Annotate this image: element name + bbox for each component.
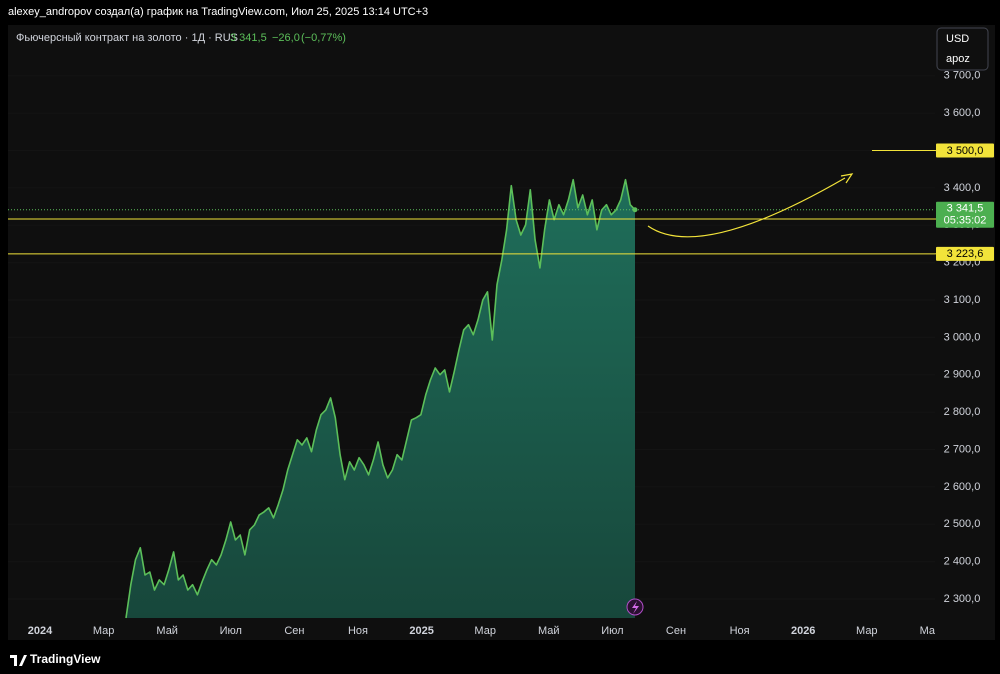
x-tick-label: Мар [474,625,496,637]
x-tick-label: 2025 [409,625,433,637]
y-tick-label: 2 900,0 [944,369,981,381]
price-line [125,178,636,619]
y-tick-label: 3 400,0 [944,182,981,194]
x-tick-label: Сен [666,625,686,637]
y-tick-label: 2 400,0 [944,555,981,567]
y-tick-label: 2 300,0 [944,593,981,605]
x-tick-label: Сен [284,625,304,637]
change-pct: (−0,77%) [301,32,346,44]
level-label-box [936,143,994,158]
x-tick-label: Мар [856,625,878,637]
x-tick-label: 2026 [791,625,815,637]
y-tick-label: 2 500,0 [944,518,981,530]
plot: 2024 Мар Май Июл Сен Ноя 2025 Мар Май Июл Сен Ноя 20… [8,75,942,637]
x-tick-label: Июл [220,625,242,637]
change: −26,0 [272,32,300,44]
currency-box[interactable] [936,27,989,71]
header: alexey_andropov создал(а) график на Trad… [8,6,428,18]
y-tick-label: 3 100,0 [944,294,981,306]
level-label-box [936,246,994,261]
x-tick-label: Май [538,625,560,637]
currency: USD [946,33,969,45]
level-label: 3 500,0 [947,145,984,157]
x-tick-label: Ноя [730,625,750,637]
last-price-box [936,201,994,228]
logo: TradingView [10,652,101,666]
countdown: 05:35:02 [944,215,987,227]
y-tick-label: 2 600,0 [944,481,981,493]
last-price: 3 341,5 [230,32,267,44]
y-tick-label: 3 000,0 [944,331,981,343]
y-tick-label: 2 700,0 [944,443,981,455]
x-tick-label: Май [156,625,178,637]
unit: apoz [946,53,970,65]
footer: TradingView [30,652,101,666]
x-tick-label: 2024 [28,625,53,637]
x-tick-label: Июл [601,625,623,637]
y-tick-label: 3 700,0 [944,70,981,82]
y-tick-label: 2 800,0 [944,406,981,418]
area-fill [126,179,635,618]
x-tick-label: Май [920,625,942,637]
x-tick-label: Мар [93,625,115,637]
x-tick-label: Ноя [348,625,368,637]
last-price-label: 3 341,5 [947,203,984,215]
forecast-arrow [647,177,846,238]
y-tick-label: 3 600,0 [944,107,981,119]
level-label: 3 223,6 [947,248,984,260]
chart-title: Фьючерсный контракт на золото · 1Д · RUS [16,32,238,44]
logo-mark [10,655,27,666]
arrow-head [840,173,854,184]
event-bolt [632,601,639,614]
